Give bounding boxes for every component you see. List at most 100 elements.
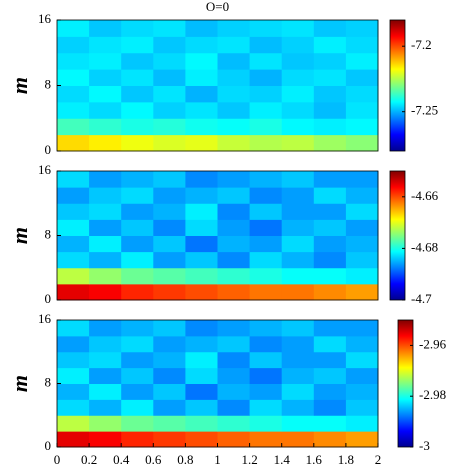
heatmap-cell xyxy=(345,235,379,253)
heatmap-cell xyxy=(281,171,315,188)
heatmap-cell xyxy=(57,235,90,253)
heatmap-cell xyxy=(249,367,283,384)
heatmap-cell xyxy=(153,118,186,136)
heatmap-cell xyxy=(217,320,251,337)
heatmap-cell xyxy=(281,283,315,301)
x-tick-label: 0.2 xyxy=(81,452,97,467)
heatmap-cell xyxy=(345,351,379,369)
heatmap-cell xyxy=(345,134,379,152)
heatmap-cell xyxy=(153,335,186,353)
heatmap-cell xyxy=(217,85,251,103)
heatmap-cell xyxy=(217,134,251,152)
heatmap-cell xyxy=(121,367,154,384)
colorbar-tick-label: -7.25 xyxy=(411,103,438,118)
heatmap-cell xyxy=(345,283,379,301)
heatmap-cell xyxy=(153,267,186,285)
heatmap-cell xyxy=(185,351,218,369)
heatmap-cell xyxy=(313,283,347,301)
heatmap-cell xyxy=(57,335,90,353)
heatmap-cell xyxy=(185,383,218,400)
heatmap-cell xyxy=(345,187,379,204)
heatmap-cell xyxy=(153,367,186,384)
heatmap-cell xyxy=(121,399,154,416)
heatmap-cell xyxy=(153,52,186,70)
heatmap-cell xyxy=(281,267,315,285)
heatmap-cell xyxy=(281,69,315,86)
heatmap-cell xyxy=(153,283,186,301)
heatmap-cell xyxy=(89,335,122,353)
heatmap-cell xyxy=(153,36,186,54)
heatmap-cell xyxy=(313,187,347,204)
heatmap-cell xyxy=(345,367,379,384)
heatmap-cell xyxy=(217,267,251,285)
heatmap-cell xyxy=(281,187,315,204)
heatmap-cell xyxy=(89,69,122,86)
heatmap-cell xyxy=(249,187,283,204)
heatmap-cell xyxy=(313,118,347,136)
heatmap-cell xyxy=(153,171,186,188)
heatmap-cell xyxy=(89,118,122,136)
heatmap-cell xyxy=(185,171,218,188)
heatmap-cell xyxy=(281,85,315,103)
heatmap-cell xyxy=(281,383,315,400)
heatmap-cell xyxy=(121,52,154,70)
heatmap-cell xyxy=(89,415,122,432)
heatmap-cell xyxy=(249,69,283,86)
heatmap-cell xyxy=(121,203,154,220)
heatmap-cell xyxy=(249,85,283,103)
heatmap-cell xyxy=(153,235,186,253)
y-tick-label: 16 xyxy=(38,311,52,326)
heatmap-cell xyxy=(153,203,186,220)
chart-title: O=0 xyxy=(206,0,229,14)
heatmap-cell xyxy=(313,351,347,369)
heatmap-cell xyxy=(345,101,379,119)
heatmap-cell xyxy=(249,36,283,54)
heatmap-cell xyxy=(249,399,283,416)
x-tick-label: 1 xyxy=(214,452,221,467)
y-tick-label: 8 xyxy=(45,226,52,241)
heatmap-cell xyxy=(57,52,90,70)
heatmap-cell xyxy=(313,235,347,253)
x-tick-label: 2 xyxy=(375,452,382,467)
heatmap-cell xyxy=(153,134,186,152)
heatmap-cell xyxy=(121,219,154,236)
heatmap-cell xyxy=(281,320,315,337)
heatmap-cell xyxy=(217,251,251,269)
heatmap-cell xyxy=(345,85,379,103)
colorbar-tick-label: -3 xyxy=(419,438,430,453)
heatmap-cell xyxy=(249,235,283,253)
heatmap-cell xyxy=(345,219,379,236)
x-tick-label: 0 xyxy=(54,452,61,467)
heatmap-cell xyxy=(313,399,347,416)
heatmap-cell xyxy=(249,52,283,70)
heatmap-cell xyxy=(153,69,186,86)
heatmap-cell xyxy=(313,415,347,432)
heatmap-cell xyxy=(57,367,90,384)
heatmap-cell xyxy=(281,20,315,37)
colorbar xyxy=(389,170,406,301)
heatmap-cell xyxy=(249,335,283,353)
heatmap-cell xyxy=(185,20,218,37)
x-tick-label: 0.6 xyxy=(145,452,162,467)
heatmap-cell xyxy=(217,399,251,416)
heatmap-cell xyxy=(313,320,347,337)
heatmap-cell xyxy=(217,36,251,54)
heatmap-cell xyxy=(281,101,315,119)
heatmap-cell xyxy=(57,320,90,337)
heatmap-cell xyxy=(281,351,315,369)
heatmap-cell xyxy=(217,431,251,448)
heatmap-cell xyxy=(185,415,218,432)
heatmap-cell xyxy=(89,187,122,204)
heatmap-cell xyxy=(153,251,186,269)
heatmap-cell xyxy=(121,118,154,136)
heatmap-cell xyxy=(121,431,154,448)
heatmap-cell xyxy=(185,85,218,103)
heatmap-cell xyxy=(217,203,251,220)
heatmap-cell xyxy=(217,187,251,204)
y-axis-label: m xyxy=(7,227,32,244)
heatmap-cell xyxy=(89,52,122,70)
heatmap-cell xyxy=(121,267,154,285)
heatmap-cell xyxy=(89,85,122,103)
heatmap-cell xyxy=(57,85,90,103)
heatmap-cell xyxy=(217,171,251,188)
